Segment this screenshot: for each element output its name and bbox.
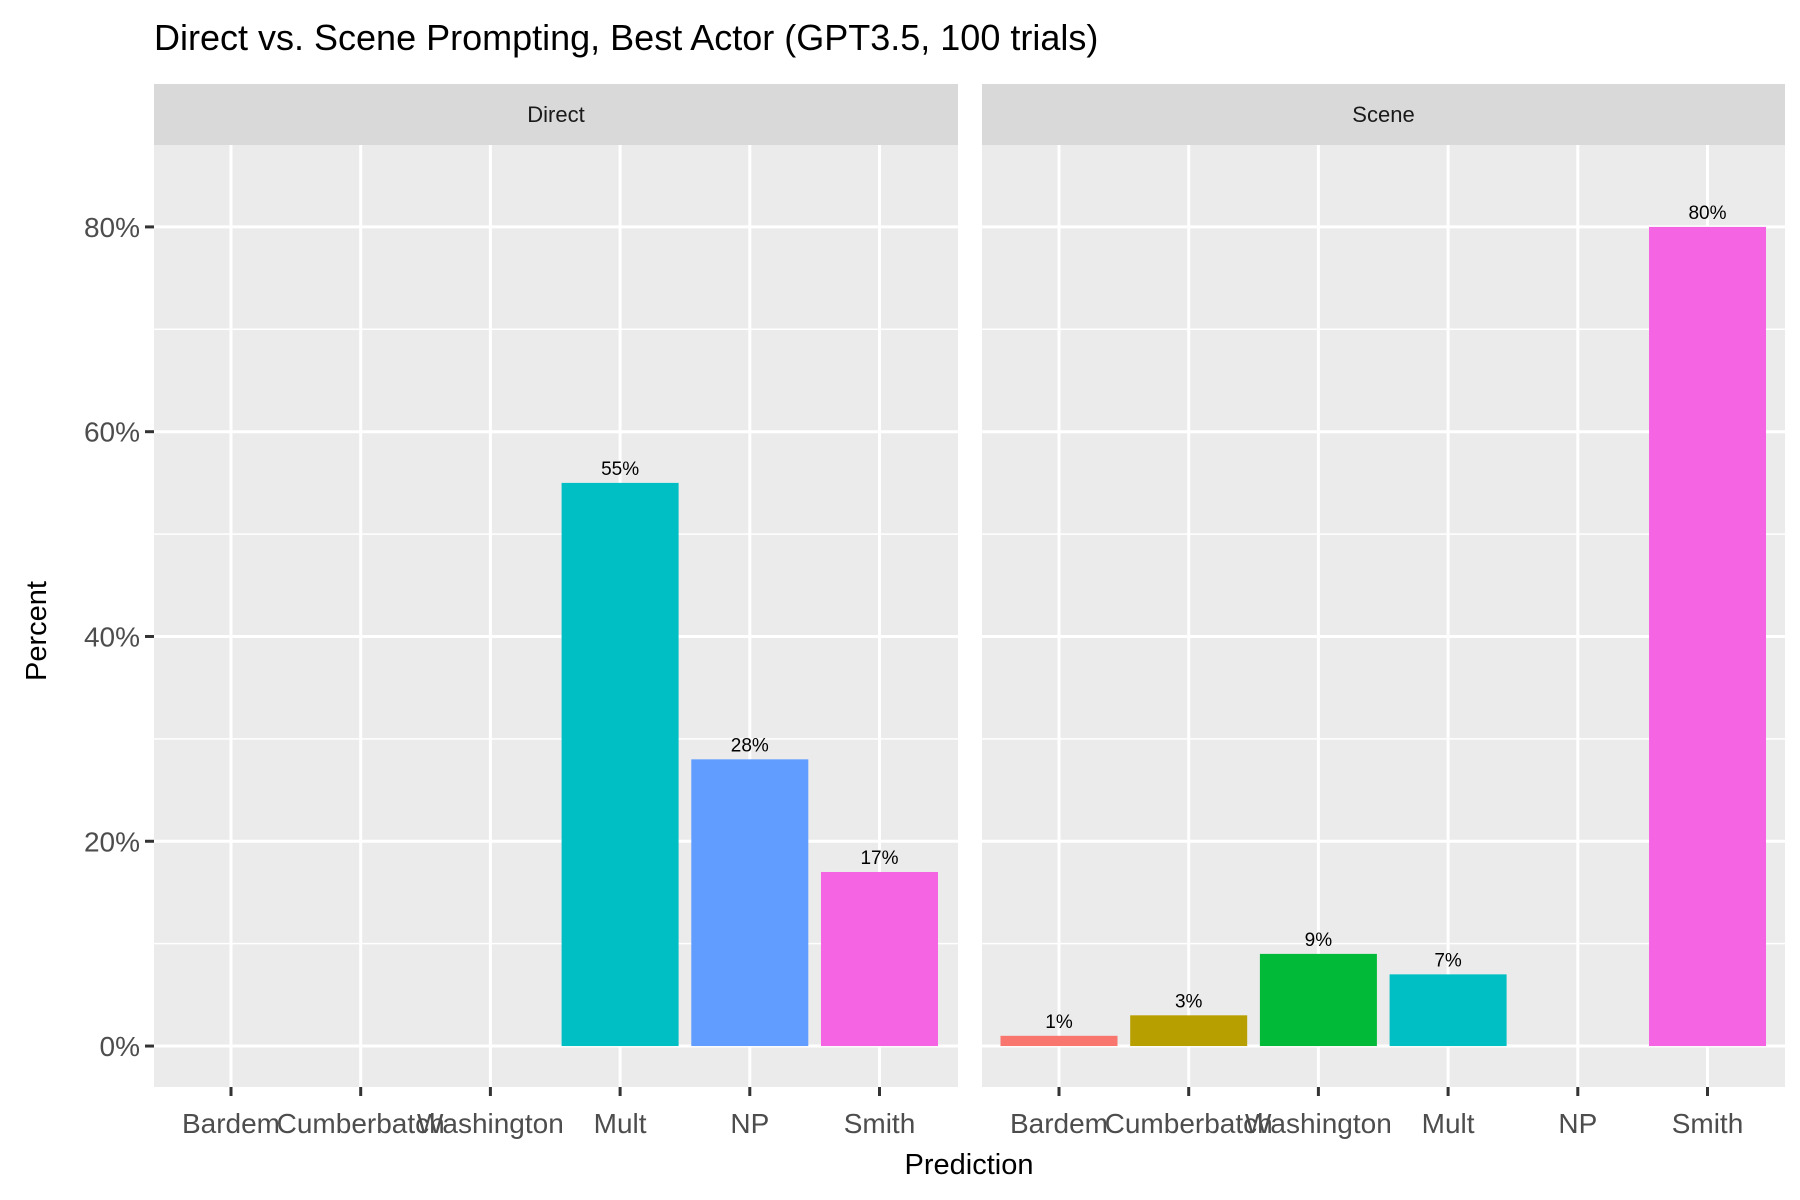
bar-mult	[561, 482, 679, 1047]
x-tick-label: Mult	[594, 1108, 647, 1139]
x-tick-label: Smith	[844, 1108, 916, 1139]
x-tick-label: Washington	[417, 1108, 564, 1139]
y-tick-label: 40%	[84, 621, 140, 652]
bar-mult	[1389, 974, 1507, 1047]
x-tick-label: Smith	[1672, 1108, 1744, 1139]
bar-value-label: 28%	[731, 735, 769, 756]
facet-strip	[154, 84, 958, 145]
bar-value-label: 7%	[1434, 950, 1462, 971]
y-tick-label: 60%	[84, 417, 140, 448]
y-tick-label: 80%	[84, 212, 140, 243]
bar-washington	[1259, 953, 1377, 1047]
bar-value-label: 17%	[860, 848, 898, 869]
x-tick-label: Bardem	[182, 1108, 280, 1139]
x-axis-title: Prediction	[905, 1149, 1034, 1181]
y-axis-title: Percent	[21, 581, 53, 681]
facet-label: Scene	[1352, 102, 1414, 127]
bar-bardem	[1000, 1035, 1118, 1047]
x-tick-label: Bardem	[1010, 1108, 1108, 1139]
x-tick-label: Mult	[1422, 1108, 1475, 1139]
bar-np	[691, 759, 809, 1047]
y-tick-label: 0%	[100, 1031, 140, 1062]
bar-value-label: 1%	[1045, 1012, 1073, 1033]
facet-strip	[982, 84, 1785, 145]
bar-value-label: 55%	[601, 459, 639, 480]
x-tick-label: Cumberbatch	[277, 1108, 445, 1139]
panel-scene: Scene 1% 3% 9% 7% 80% BardemCumberbatchWashing…	[982, 84, 1785, 1139]
x-tick-label: Washington	[1245, 1108, 1392, 1139]
bar-value-label: 80%	[1688, 203, 1726, 224]
bar-smith	[1649, 226, 1766, 1047]
y-tick-label: 20%	[84, 826, 140, 857]
chart-title: Direct vs. Scene Prompting, Best Actor (…	[154, 17, 1098, 58]
bar-smith	[821, 871, 938, 1047]
bar-value-label: 3%	[1175, 991, 1203, 1012]
x-tick-label: NP	[1558, 1108, 1597, 1139]
bar-value-label: 9%	[1305, 930, 1333, 951]
panel-direct: Direct 55% 28% 17% BardemCumberbatchWashingt…	[154, 84, 958, 1139]
bar-cumberbatch	[1130, 1015, 1248, 1047]
facet-label: Direct	[527, 102, 584, 127]
x-tick-label: NP	[730, 1108, 769, 1139]
x-tick-label: Cumberbatch	[1105, 1108, 1273, 1139]
